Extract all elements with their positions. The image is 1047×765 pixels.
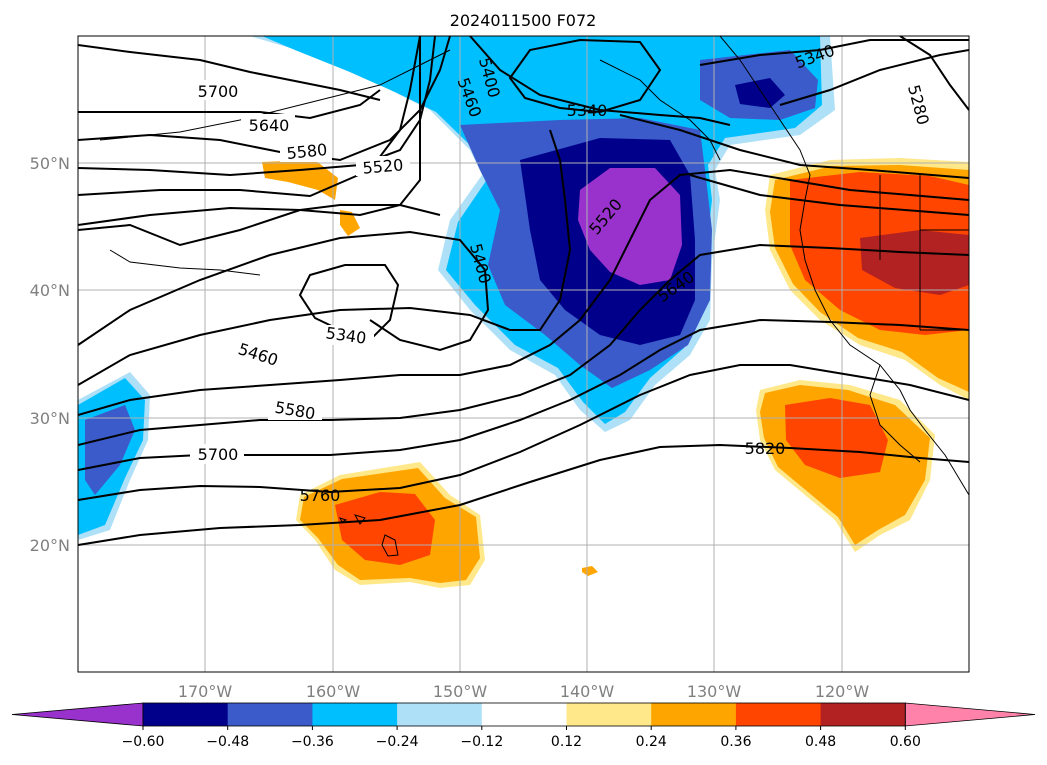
lat-label: 50°N: [30, 154, 70, 173]
colorbar-tick-label: −0.48: [206, 734, 249, 750]
latitude-labels: 50°N 40°N 30°N 20°N: [30, 154, 70, 555]
colorbar-segment: [820, 703, 906, 726]
map-area: 5700 5640 5580 5520 5460 5400 5340 5340 …: [78, 36, 969, 672]
colorbar-tick-label: −0.24: [376, 734, 419, 750]
svg-text:5700: 5700: [198, 82, 239, 101]
contour-labels: 5700 5640 5580 5520 5460 5400 5340 5340 …: [190, 41, 933, 505]
colorbar-outline: [142, 702, 906, 727]
colorbar-tick-label: 0.12: [551, 734, 582, 750]
colorbar-segment: [735, 703, 822, 726]
lon-label: 130°W: [687, 682, 742, 701]
colorbar-segment: [481, 703, 567, 726]
svg-text:5580: 5580: [286, 140, 328, 163]
colorbar: −0.60 −0.48 −0.36 −0.24 −0.12 0.12 0.24 0.36 0.4…: [11, 702, 1036, 750]
contour-label: 5640: [241, 114, 295, 135]
colorbar-tick-label: −0.12: [460, 734, 503, 750]
colorbar-extend-min: [11, 702, 144, 727]
longitude-labels: 170°W 160°W 150°W 140°W 130°W 120°W: [178, 682, 870, 701]
positive-anomaly-shading: [262, 158, 969, 588]
figure-title: 2024011500 F072: [450, 11, 597, 30]
map-frame: [77, 35, 970, 673]
height-contours: [78, 36, 969, 546]
lat-label: 20°N: [30, 536, 70, 555]
colorbar-tick-label: 0.60: [890, 734, 921, 750]
colorbar-tick-label: 0.24: [636, 734, 667, 750]
colorbar-segment: [566, 703, 652, 726]
colorbar-tick-label: 0.36: [720, 734, 751, 750]
svg-text:5520: 5520: [362, 155, 404, 177]
contour-label: 5340: [567, 101, 608, 120]
colorbar-segment: [397, 703, 483, 726]
contour-label: 5520: [356, 155, 410, 178]
contour-label: 5340: [320, 323, 374, 348]
colorbar-segment: [312, 703, 398, 726]
svg-text:5640: 5640: [249, 116, 290, 135]
contour-label: 5700: [190, 80, 242, 101]
contour-label: 5580: [268, 398, 322, 423]
contour-label: 5820: [745, 439, 786, 458]
lon-label: 170°W: [178, 682, 233, 701]
contour-label: 5580: [280, 140, 332, 163]
svg-text:5700: 5700: [198, 445, 239, 464]
colorbar-tick-label: −0.36: [291, 734, 334, 750]
lon-label: 160°W: [306, 682, 361, 701]
contour-label: 5760: [300, 486, 341, 505]
colorbar-segment: [143, 703, 229, 726]
contour-label: 5700: [190, 444, 244, 464]
svg-text:5340: 5340: [567, 101, 608, 120]
lon-label: 120°W: [815, 682, 870, 701]
colorbar-tick-label: −0.60: [122, 734, 165, 750]
lat-label: 30°N: [30, 409, 70, 428]
lat-label: 40°N: [30, 281, 70, 300]
colorbar-segment: [651, 703, 737, 726]
colorbar-extend-max: [904, 702, 1036, 727]
colorbar-tick-label: 0.48: [805, 734, 836, 750]
lon-label: 140°W: [560, 682, 615, 701]
colorbar-segment: [227, 703, 313, 726]
lon-label: 150°W: [433, 682, 488, 701]
